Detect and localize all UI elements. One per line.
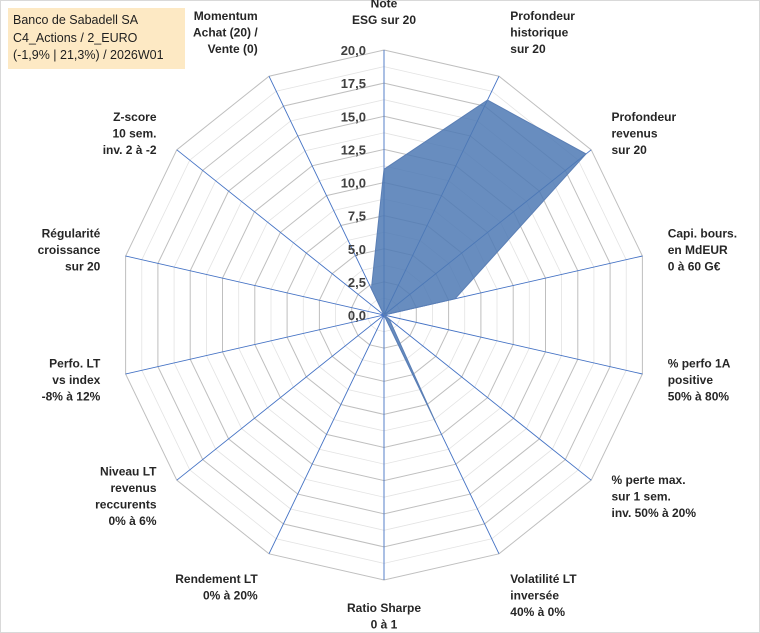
axis-label-line: Achat (20) / — [193, 25, 258, 39]
axis-label-line: vs index — [52, 373, 100, 387]
axis-label-line: Note — [371, 0, 398, 11]
spoke-line — [125, 314, 385, 375]
title-line-1: Banco de Sabadell SA — [13, 13, 139, 27]
spoke-line — [383, 314, 592, 481]
axis-label-line: reccurents — [95, 498, 157, 512]
axis-label-line: sur 1 sem. — [612, 489, 671, 503]
axis-label: Régularité croissance sur 20 — [38, 227, 101, 274]
axis-label-line: 40% à 0% — [510, 605, 565, 619]
spoke-line — [383, 314, 643, 375]
spoke-line — [176, 149, 385, 316]
spoke-line — [268, 314, 385, 554]
series-area — [370, 99, 587, 423]
axis-label-line: Profondeur — [510, 9, 575, 23]
axis-label-line: sur 20 — [612, 143, 648, 157]
axis-label-line: en MdEUR — [668, 243, 728, 257]
title-line-3: (-1,9% | 21,3%) / 2026W01 — [13, 48, 164, 62]
axis-label-line: Volatilité LT — [510, 572, 577, 586]
axis-label-line: Vente (0) — [208, 42, 258, 56]
tick-label: 7,5 — [348, 209, 366, 224]
axis-label-line: Momentum — [194, 9, 258, 23]
tick-label: 12,5 — [341, 142, 366, 157]
axis-label-line: revenus — [110, 481, 156, 495]
tick-label: 2,5 — [348, 275, 366, 290]
axis-label-line: 0% à 6% — [108, 514, 156, 528]
axis-label-line: sur 20 — [65, 260, 101, 274]
axis-label: % perfo 1A positive 50% à 80% — [668, 356, 731, 403]
radar-series-area — [370, 99, 587, 423]
tick-label: 15,0 — [341, 109, 366, 124]
tick-label: 0,0 — [348, 308, 366, 323]
axis-label-line: croissance — [38, 243, 101, 257]
axis-label: Rendement LT 0% à 20% — [175, 572, 258, 603]
tick-label: 17,5 — [341, 76, 366, 91]
axis-label-line: Capi. bours. — [668, 227, 737, 241]
axis-label-line: inv. 2 à -2 — [103, 143, 157, 157]
spoke-line — [268, 76, 385, 316]
axis-label: Z-score 10 sem. inv. 2 à -2 — [103, 110, 157, 157]
tick-label: 10,0 — [341, 176, 366, 191]
axis-label: Perfo. LT vs index -8% à 12% — [42, 356, 101, 403]
axis-label-line: -8% à 12% — [42, 389, 101, 403]
tick-label: 5,0 — [348, 242, 366, 257]
axis-label: % perte max. sur 1 sem. inv. 50% à 20% — [612, 473, 697, 520]
axis-label-line: revenus — [612, 127, 658, 141]
tick-label: 20,0 — [341, 43, 366, 58]
axis-label-line: historique — [510, 25, 568, 39]
axis-label-line: Z-score — [113, 110, 157, 124]
title-line-2: C4_Actions / 2_EURO — [13, 30, 138, 45]
axis-label: Profondeur revenus sur 20 — [612, 110, 677, 157]
axis-label-line: Niveau LT — [100, 465, 157, 479]
radar-axis-labels: Note ESG sur 20 Profondeur historique sur 20… — [38, 0, 737, 632]
axis-label: Momentum Achat (20) / Vente (0) — [193, 9, 258, 56]
axis-label-line: % perfo 1A — [668, 356, 731, 370]
axis-label-line: 0% à 20% — [203, 589, 258, 603]
axis-label: Niveau LT revenus reccurents 0% à 6% — [95, 465, 157, 529]
axis-label-line: 0 à 60 G€ — [668, 260, 721, 274]
axis-label: Ratio Sharpe 0 à 1 — [347, 601, 421, 632]
axis-label-line: Régularité — [42, 227, 101, 241]
axis-label-line: Ratio Sharpe — [347, 601, 421, 615]
axis-label-line: 0 à 1 — [371, 618, 398, 632]
spoke-line — [125, 255, 385, 316]
axis-label-line: Perfo. LT — [49, 356, 101, 370]
axis-label-line: Profondeur — [612, 110, 677, 124]
spoke-line — [176, 314, 385, 481]
axis-label-line: ESG sur 20 — [352, 13, 416, 27]
axis-label: Volatilité LT inversée 40% à 0% — [510, 572, 577, 619]
axis-label-line: inv. 50% à 20% — [612, 506, 697, 520]
axis-label: Profondeur historique sur 20 — [510, 9, 575, 56]
axis-label-line: sur 20 — [510, 42, 546, 56]
axis-label-line: positive — [668, 373, 714, 387]
axis-label-line: 10 sem. — [112, 127, 156, 141]
axis-label: Note ESG sur 20 — [352, 0, 416, 27]
axis-label-line: Rendement LT — [175, 572, 258, 586]
axis-label-line: 50% à 80% — [668, 389, 730, 403]
radar-tick-labels: 0,0 2,5 5,0 7,5 10,0 12,5 15,0 17,5 20,0 — [341, 43, 366, 323]
chart-title-box: Banco de Sabadell SA C4_Actions / 2_EURO… — [8, 8, 185, 69]
axis-label-line: inversée — [510, 589, 559, 603]
axis-label-line: % perte max. — [612, 473, 686, 487]
axis-label: Capi. bours. en MdEUR 0 à 60 G€ — [668, 227, 737, 274]
